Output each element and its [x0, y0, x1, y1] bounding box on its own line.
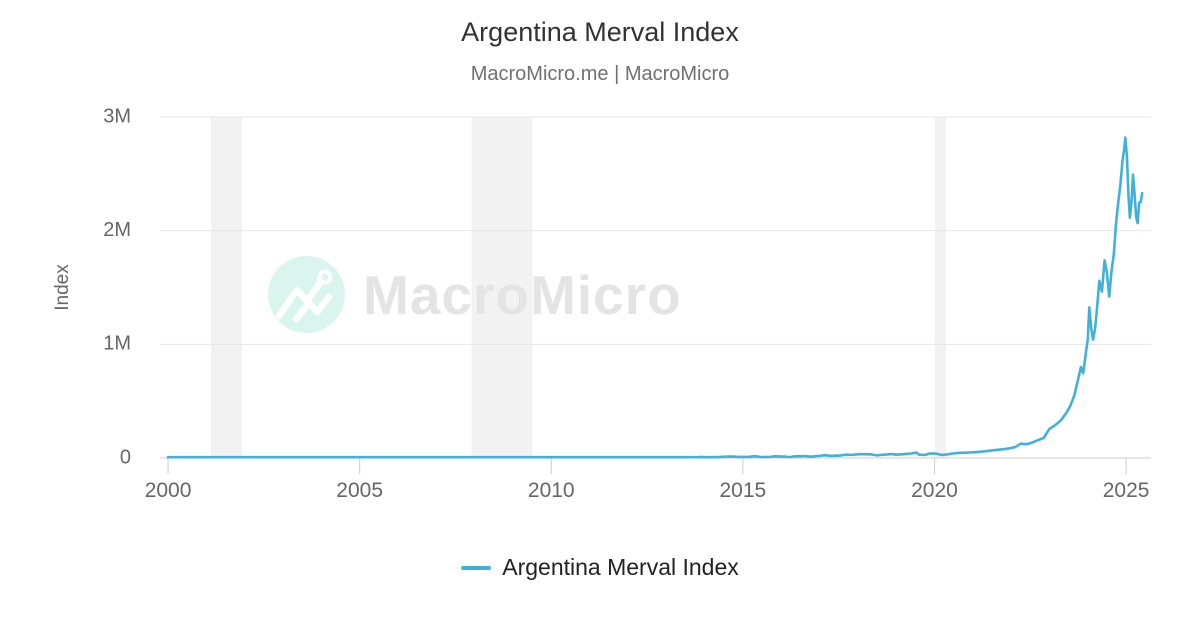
legend-item-label[interactable]: Argentina Merval Index [502, 554, 739, 580]
series-line[interactable] [166, 136, 1144, 459]
recession-band [210, 117, 243, 458]
chart-title: Argentina Merval Index [461, 17, 739, 47]
x-tick-label: 2000 [145, 479, 192, 502]
x-tick-label: 2010 [528, 479, 575, 502]
y-tick-label: 0 [120, 446, 131, 468]
x-tick-label: 2020 [911, 479, 958, 502]
y-tick-label: 3M [103, 105, 131, 127]
y-tick-label: 1M [103, 333, 131, 355]
y-tick-label: 2M [103, 219, 131, 241]
x-tick-label: 2015 [720, 479, 767, 502]
recession-band [471, 117, 533, 458]
legend-line-swatch[interactable] [461, 565, 492, 570]
recession-band [934, 117, 946, 458]
chart-subtitle: MacroMicro.me | MacroMicro [470, 63, 730, 85]
chart-legend: Argentina Merval Index [0, 554, 1200, 581]
x-tick-label: 2005 [336, 479, 383, 502]
x-tick-label: 2025 [1103, 479, 1150, 502]
y-axis-title: Index [52, 264, 73, 311]
